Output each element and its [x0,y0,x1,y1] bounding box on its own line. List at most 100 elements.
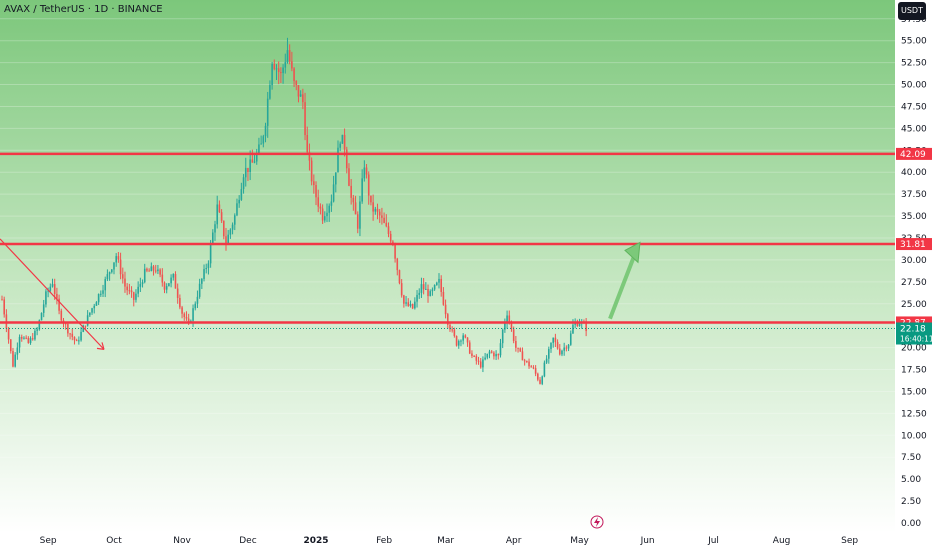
candle-body [455,336,458,346]
candle-body [479,361,482,368]
candle-body [51,284,54,287]
candle-body [222,220,225,237]
candle-body [427,288,429,297]
x-tick-label: Feb [376,536,392,546]
candle-body [233,215,236,225]
y-tick-label: 27.50 [901,278,927,288]
candle-body [130,290,133,293]
candle-body [326,212,328,217]
candle-body [449,324,451,330]
candle-body [282,67,284,74]
candle-body [558,348,561,355]
candle-body [508,315,511,322]
candle-body [148,270,150,272]
downtrend-arrow-line[interactable] [0,238,105,350]
x-tick-label: Aug [773,536,791,546]
candle-body [374,208,377,212]
candle-body [42,304,45,313]
y-tick-label: 15.00 [901,387,927,397]
candle-body [484,357,486,360]
candle-body [532,367,535,369]
candle-body [493,352,495,357]
countdown-label: 16:40:11 [900,334,932,343]
level-badge [896,147,932,160]
candle-body [304,102,306,136]
level-badge [896,238,932,251]
lightning-icon[interactable] [590,515,604,529]
y-tick-label: 30.00 [901,256,927,266]
candle-body [563,347,565,351]
candle-body [471,353,473,356]
candle-body [315,185,317,198]
candle-body [512,329,515,341]
candle-body [328,205,331,213]
candle-body [389,233,392,242]
candle-body [372,202,374,212]
candle-body [398,270,401,284]
candle-body [451,329,453,331]
candle-body [9,339,12,352]
candle-body [185,316,188,319]
x-tick-label: 2025 [303,536,328,546]
candle-body [159,269,161,275]
candle-body [269,85,271,99]
candle-body [165,286,168,290]
candle-body [308,152,311,161]
candle-body [297,85,300,97]
candle-body [64,323,67,325]
candle-body [60,310,63,321]
candle-body [49,286,52,291]
y-tick-label: 55.00 [901,37,927,47]
candle-body [16,347,19,355]
candle-body [115,256,117,263]
y-tick-label: 25.00 [901,300,927,310]
candle-body [543,362,546,377]
candle-body [108,272,111,275]
candle-body [212,232,214,245]
candle-body [172,274,175,278]
candle-body [150,266,153,272]
candle-body [488,351,491,354]
x-tick-label: Jul [707,536,719,546]
candle-body [574,323,576,325]
candle-body [84,325,87,327]
candle-body [174,274,177,289]
y-tick-label: 12.50 [901,409,927,419]
candle-body [383,217,385,223]
candle-body [201,278,203,284]
candle-body [143,268,146,283]
candle-body [104,279,107,291]
x-tick-label: May [570,536,589,546]
y-tick-label: 5.00 [901,475,921,485]
candle-body [170,277,172,284]
candle-body [14,354,16,367]
candle-body [517,347,519,349]
candle-body [497,354,500,356]
projection-arrow-line[interactable] [608,255,636,320]
candle-body [176,288,179,298]
candle-body [295,81,298,86]
candle-body [567,344,570,349]
candle-body [550,342,552,350]
candle-body [363,167,366,179]
candle-body [354,202,357,215]
candle-body [339,143,341,148]
candle-body [262,136,265,144]
candle-body [93,305,96,309]
candle-body [29,338,32,343]
candle-body [569,333,572,345]
candle-body [370,195,372,203]
candle-body [530,366,533,368]
candle-body [578,323,581,327]
candle-body [97,294,100,303]
candle-body [400,283,403,296]
candle-body [365,167,368,175]
candle-body [3,299,5,315]
candle-body [585,323,587,332]
candle-body [526,360,528,362]
y-tick-label: 52.50 [901,59,927,69]
candle-body [139,284,142,287]
currency-badge[interactable]: USDT [898,2,926,20]
